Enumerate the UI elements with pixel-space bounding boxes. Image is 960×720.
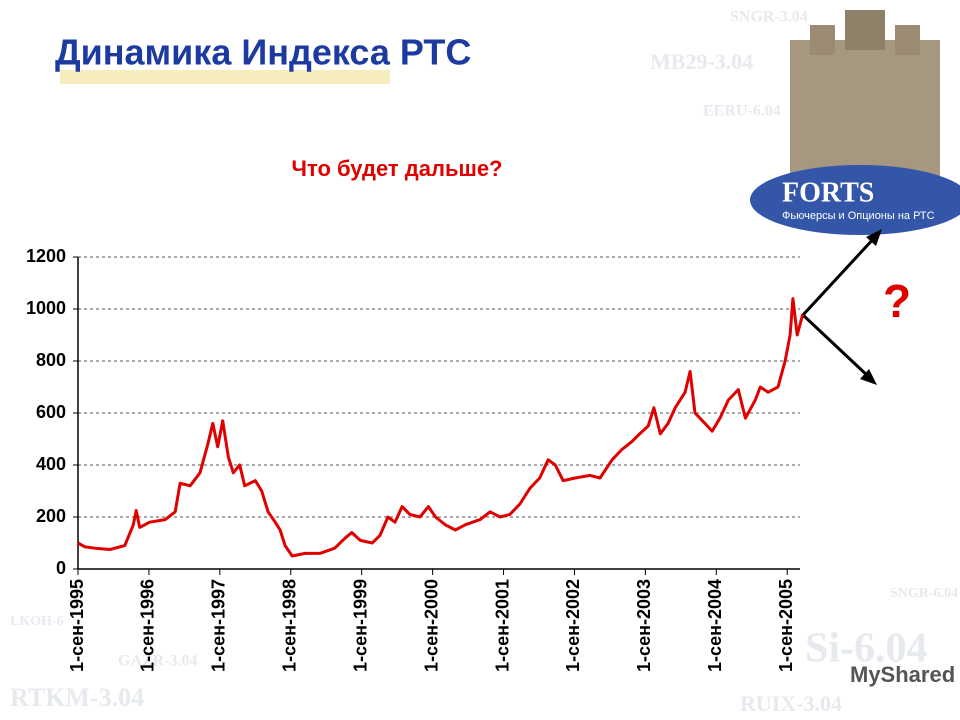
x-tick-label: 1-сен-1995 [67, 579, 87, 672]
x-tick-label: 1-сен-1996 [138, 579, 158, 672]
watermark: SNGR-6.04 [890, 586, 958, 601]
turret [845, 10, 885, 50]
watermark: Si-6.04 [805, 626, 928, 672]
y-tick-label: 1200 [26, 246, 66, 266]
logo-tagline: Фьючерсы и Опционы на РТС [782, 210, 935, 222]
annotation: ? [883, 275, 911, 327]
x-tick-label: 1-сен-2000 [421, 579, 441, 672]
data-line [77, 297, 805, 558]
watermark: MB29-3.04 [650, 49, 753, 74]
title-highlight [60, 70, 390, 84]
logo-name: FORTS [782, 177, 874, 208]
logo: FORTS Фьючерсы и Опционы на РТС [750, 10, 960, 235]
y-tick-label: 400 [36, 454, 66, 474]
logo-band [750, 165, 960, 235]
x-tick-label: 1-сен-1998 [280, 579, 300, 672]
watermark: GAZR-3.04 [118, 653, 198, 670]
credit: MyShared [850, 662, 955, 687]
y-tick-label: 600 [36, 402, 66, 422]
arrow-head [866, 229, 882, 246]
subtitle: Что будет дальше? [292, 156, 503, 181]
turret [895, 25, 920, 55]
x-tick-label: 1-сен-2003 [634, 579, 654, 672]
x-tick-label: 1-сен-2004 [705, 579, 725, 672]
watermark: RTKM-3.04 [10, 683, 144, 712]
watermark: LKOH-6 [10, 614, 64, 629]
turret [810, 25, 835, 55]
x-tick-label: 1-сен-2001 [492, 579, 512, 672]
arrow-head [860, 369, 877, 385]
arrow-up [801, 234, 878, 317]
watermark: RUIX-3.04 [740, 691, 842, 716]
x-tick-label: 1-сен-1999 [350, 579, 370, 672]
x-tick-label: 1-сен-2002 [563, 579, 583, 672]
y-tick-label: 800 [36, 350, 66, 370]
y-tick-label: 200 [36, 506, 66, 526]
watermark: EERU-6.04 [703, 103, 781, 120]
title: Динамика Индекса РТС [55, 32, 471, 73]
x-tick-label: 1-сен-2005 [776, 579, 796, 672]
x-tick-label: 1-сен-1997 [209, 579, 229, 672]
watermark: SNGR-3.04 [730, 9, 808, 26]
arrow-down [801, 313, 872, 380]
y-tick-label: 1000 [26, 298, 66, 318]
y-tick-label: 0 [56, 558, 66, 578]
